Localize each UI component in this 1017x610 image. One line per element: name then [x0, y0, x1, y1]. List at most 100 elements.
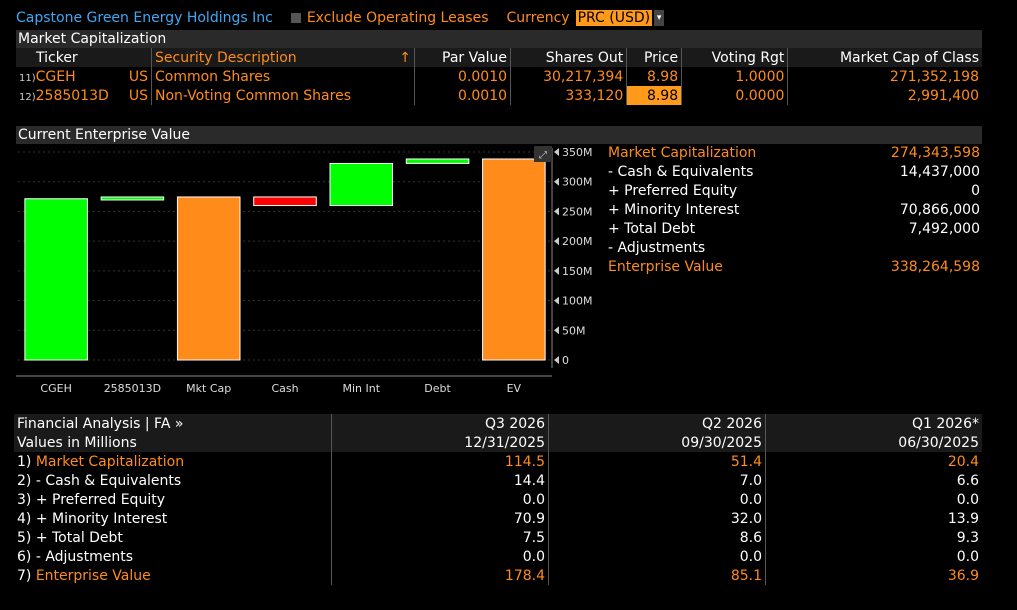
- col-security-description-label: Security Description: [155, 49, 297, 66]
- table-row[interactable]: 11)CGEH US Common Shares 0.0010 30,217,39…: [16, 67, 982, 86]
- ev-summary-label: Enterprise Value: [608, 259, 723, 275]
- col-par-value[interactable]: Par Value: [413, 48, 511, 67]
- ev-summary-value: 14,437,000: [899, 164, 980, 180]
- exclude-operating-leases-checkbox[interactable]: [290, 13, 301, 23]
- y-tick-marker: [554, 266, 559, 275]
- security-description[interactable]: Non-Voting Common Shares: [151, 86, 415, 105]
- bar-debt[interactable]: [405, 158, 470, 164]
- ev-summary-value: 274,343,598: [890, 145, 980, 161]
- bar-cgeh[interactable]: [24, 198, 88, 361]
- fa-row-label[interactable]: - Cash & Equivalents: [31, 472, 182, 489]
- y-tick-label: 350M: [562, 146, 593, 159]
- fa-row-number: 5): [17, 529, 32, 546]
- fa-row[interactable]: 3) + Preferred Equity 0.0 0.0 0.0: [14, 490, 982, 509]
- y-tick-label: 150M: [562, 265, 593, 278]
- ev-summary-row: - Cash & Equivalents 14,437,000: [608, 163, 980, 182]
- col-voting-rgt[interactable]: Voting Rgt: [681, 48, 788, 67]
- par-value: 0.0010: [413, 86, 511, 105]
- y-tick-marker: [554, 356, 559, 364]
- fa-row-label[interactable]: - Adjustments: [31, 548, 133, 565]
- col-security-description[interactable]: Security Description ↑: [151, 48, 415, 67]
- price-input[interactable]: 8.98: [626, 86, 682, 105]
- y-tick-label: 250M: [562, 205, 593, 218]
- x-tick-label: EV: [507, 382, 522, 395]
- voting-rgt: 1.0000: [681, 67, 788, 86]
- fa-row[interactable]: 4) + Minority Interest 70.9 32.0 13.9: [14, 509, 982, 528]
- exclude-operating-leases-label: Exclude Operating Leases: [306, 10, 489, 26]
- col-shares-out[interactable]: Shares Out: [510, 48, 627, 67]
- fa-value: 36.9: [765, 566, 982, 585]
- row-number: 12): [19, 91, 36, 103]
- fa-row-label[interactable]: + Preferred Equity: [31, 491, 165, 508]
- country: US: [128, 68, 148, 85]
- fa-row[interactable]: 6) - Adjustments 0.0 0.0 0.0: [14, 547, 982, 566]
- x-tick-label: Mkt Cap: [186, 382, 231, 395]
- fa-value: 0.0: [765, 547, 982, 566]
- fa-value: 7.0: [548, 471, 766, 490]
- fa-value: 9.3: [765, 528, 982, 547]
- fa-row-label[interactable]: Market Capitalization: [31, 453, 185, 470]
- y-tick-label: 200M: [562, 235, 593, 248]
- bar-ev[interactable]: [482, 158, 546, 361]
- bar-mkt-cap[interactable]: [176, 196, 241, 361]
- currency-dropdown-icon[interactable]: ▾: [654, 10, 665, 26]
- ev-summary-label: Market Capitalization: [608, 145, 757, 161]
- col-ticker[interactable]: Ticker: [16, 48, 152, 67]
- ev-summary-label: + Total Debt: [608, 221, 696, 237]
- fa-table: Financial Analysis | FA » Q3 2026 Q2 202…: [14, 414, 982, 585]
- y-tick-label: 0: [562, 354, 569, 367]
- fa-row-label[interactable]: Enterprise Value: [31, 567, 151, 584]
- ticker[interactable]: CGEH: [35, 68, 76, 85]
- price: 8.98: [626, 67, 682, 86]
- col-price[interactable]: Price: [626, 48, 682, 67]
- currency-select[interactable]: PRC (USD): [575, 10, 653, 26]
- fa-row-label[interactable]: + Total Debt: [31, 529, 123, 546]
- fa-value: 14.4: [331, 471, 549, 490]
- fa-value: 0.0: [548, 490, 766, 509]
- bar-min-int[interactable]: [329, 162, 394, 207]
- fa-value: 32.0: [548, 509, 766, 528]
- fa-value: 7.5: [331, 528, 549, 547]
- company-name: Capstone Green Energy Holdings Inc: [16, 10, 273, 26]
- period-date: 12/31/2025: [331, 433, 549, 452]
- y-tick-marker: [554, 148, 559, 156]
- ev-summary-row: - Adjustments: [608, 239, 980, 258]
- fa-row-label[interactable]: + Minority Interest: [31, 510, 168, 527]
- bar-2585013d[interactable]: [100, 196, 165, 201]
- ticker[interactable]: 2585013D: [35, 87, 109, 104]
- shares-out: 333,120: [510, 86, 627, 105]
- ev-summary-value: 7,492,000: [908, 221, 980, 237]
- par-value: 0.0010: [413, 67, 511, 86]
- chart-zoom-icon[interactable]: [534, 146, 552, 162]
- market-cap-of-class: 2,991,400: [787, 86, 982, 105]
- fa-row[interactable]: 1) Market Capitalization 114.5 51.4 20.4: [14, 452, 982, 471]
- fa-value: 0.0: [331, 490, 549, 509]
- header-bar: Capstone Green Energy Holdings Inc Exclu…: [16, 6, 665, 30]
- fa-value: 0.0: [331, 547, 549, 566]
- table-row[interactable]: 12)2585013D US Non-Voting Common Shares 0…: [16, 86, 982, 105]
- ev-summary-row: + Minority Interest 70,866,000: [608, 201, 980, 220]
- period-date: 06/30/2025: [765, 433, 982, 452]
- fa-row[interactable]: 7) Enterprise Value 178.4 85.1 36.9: [14, 566, 982, 585]
- fa-row-number: 6): [17, 548, 32, 565]
- bar-cash[interactable]: [253, 196, 317, 207]
- x-tick-label: Debt: [424, 382, 451, 395]
- security-description[interactable]: Common Shares: [151, 67, 415, 86]
- fa-row-number: 2): [17, 472, 32, 489]
- ev-summary-label: - Adjustments: [608, 240, 706, 256]
- fa-value: 178.4: [331, 566, 549, 585]
- fa-value: 70.9: [331, 509, 549, 528]
- period-date: 09/30/2025: [548, 433, 766, 452]
- col-market-cap-of-class[interactable]: Market Cap of Class: [787, 48, 982, 67]
- fa-row[interactable]: 2) - Cash & Equivalents 14.4 7.0 6.6: [14, 471, 982, 490]
- fa-row[interactable]: 5) + Total Debt 7.5 8.6 9.3: [14, 528, 982, 547]
- y-tick-label: 50M: [562, 324, 586, 337]
- fa-title[interactable]: Financial Analysis | FA »: [17, 415, 184, 432]
- ev-summary-value: 0: [971, 183, 980, 199]
- fa-value: 0.0: [548, 547, 766, 566]
- period-label: Q2 2026: [548, 414, 766, 433]
- y-tick-label: 300M: [562, 176, 593, 189]
- fa-row-number: 7): [17, 567, 32, 584]
- ev-summary-label: + Minority Interest: [608, 202, 740, 218]
- sort-arrow-icon: ↑: [399, 49, 411, 66]
